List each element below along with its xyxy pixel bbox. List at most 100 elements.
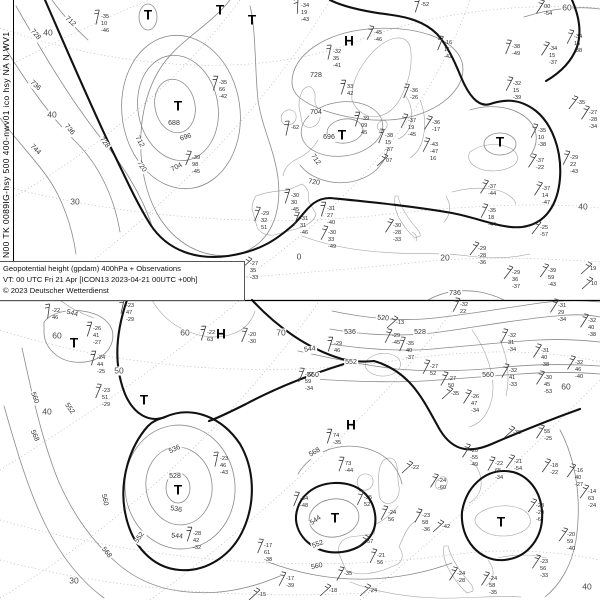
station-value: -32 [588,318,597,324]
wind-barb-icon [566,463,577,478]
station-value: -37 [549,59,558,66]
station-value: -32 [513,81,522,87]
station-value: -25 [97,368,106,375]
contour-label: 736 [448,290,462,298]
station-value: -22 [305,372,314,378]
station-value: -37 [408,118,417,124]
station-value: -43 [301,16,310,23]
station-value: -17 [432,126,441,133]
wind-barb-icon [293,0,299,14]
contour-label: 560 [98,492,110,508]
wind-barb-icon [384,328,393,343]
station-value: -32 [509,368,518,374]
contour-label: 536 [343,329,357,337]
contour-label: 712 [132,134,146,150]
contour-label: 736 [61,122,77,138]
graticule-label: 60 [560,381,572,392]
wind-barb-icon [539,263,550,278]
contour-label: 528 [413,329,427,337]
station-value: 36 [512,276,519,283]
station-value: -45 [408,131,417,138]
wind-barb-icon [528,153,537,168]
wind-barb-icon [440,371,449,386]
station-value: -27 [589,110,598,116]
station-plot: -27 35 -33 [240,256,258,281]
station-plot: -42 [432,519,450,533]
contour-label: 568 [98,545,114,561]
low-center-marker: T [173,482,183,498]
station-value: -44 [345,467,354,474]
graticule-label: 0 [295,251,303,262]
low-center-marker: T [495,134,505,150]
station-value: 63 [207,336,214,343]
station-value: -38 [588,331,597,338]
wind-barb-icon [385,218,394,233]
wind-barb-icon [403,83,410,99]
station-value: -36 [422,526,431,533]
caption-valid-time: VT: 00 UTC Fri 21 Apr [ICON13 2023-04-21… [3,275,198,284]
station-value: 51 [102,394,109,401]
station-value: -22 [536,164,545,171]
station-value: -37 [385,146,394,153]
station-plot: -22 59 -34 [298,367,314,392]
station-plot: -38 [503,425,521,439]
station-value: -44 [488,190,497,197]
station-value: -43 [220,469,229,476]
station-plot: -20 -55 -49 [462,443,479,468]
contour-label: 728 [309,72,323,80]
station-value: -42 [444,53,453,60]
contour-label: 728 [96,135,112,151]
station-plot: -26 41 -27 [86,321,101,346]
graticule-label: 30 [69,196,81,207]
station-value: -22 [207,330,216,336]
station-plot: -35 [336,566,352,581]
product-id-vertical-text: N00 TK 0089IG-hsy 500 400-nwv01 ico hsy … [1,31,11,258]
contour-label: 536 [168,504,184,516]
station-value: -55 [470,454,479,461]
station-value: 15 [513,87,520,94]
wind-barb-icon [94,9,100,25]
station-value: -45 [374,30,383,36]
station-value: -23 [126,303,135,309]
station-value: -29 [261,211,270,217]
wind-barb-icon [200,325,207,341]
station-value: 56 [377,559,384,566]
wind-barb-icon [400,113,409,128]
station-value: -37 [512,283,521,290]
station-value: -45 [392,339,401,346]
station-value: -23 [540,559,549,565]
station-value: -49 [512,50,521,57]
station-plot: -38 15 -37 [378,128,394,153]
graticule-label: 60 [561,2,573,13]
station-value: 22 [460,308,467,315]
station-value: -57 [540,231,549,238]
contour-label: 544 [302,345,318,355]
station-value: -25 [364,495,373,501]
station-value: 59 [567,538,574,545]
station-value: -28 [457,577,466,584]
station-plot: -32 46 -40 [567,355,583,380]
wind-barb-icon [487,456,496,471]
low-center-marker: T [337,127,347,143]
contour-label: 720 [306,178,322,188]
station-value: -32 [460,302,469,308]
station-value: 29 [558,309,565,316]
station-plot: -32 41 -33 [501,363,518,388]
wind-barb-icon [380,505,389,520]
station-plot: -23 46 -43 [213,451,229,476]
station-value: -16 [575,468,584,474]
wind-barb-icon [248,587,261,600]
wind-barb-icon [527,498,538,513]
station-plot: -43 -47 16 [422,137,439,162]
station-value: -47 [430,148,439,155]
graticule-label: 60 [179,327,191,338]
station-plot: -30 33 -49 [320,225,336,250]
caption-title: Geopotential height (gpdam) 400hPa + Obs… [3,264,181,273]
contour-label: 560 [309,561,325,573]
station-plot: -31 31 -46 [293,211,308,236]
station-value: -24 [438,478,447,484]
station-value: 44 [97,361,104,368]
station-value: -34 [508,346,517,353]
station-value: 56 [388,516,395,523]
station-plot: -29 36 -37 [503,265,521,290]
